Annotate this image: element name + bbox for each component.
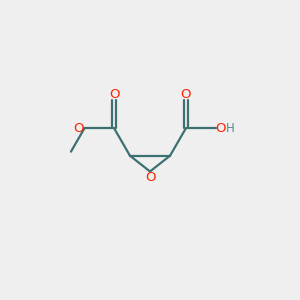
Text: O: O — [181, 88, 191, 101]
Text: O: O — [145, 171, 155, 184]
Text: O: O — [74, 122, 84, 135]
Text: H: H — [226, 122, 234, 135]
Text: O: O — [109, 88, 119, 101]
Text: O: O — [215, 122, 226, 135]
